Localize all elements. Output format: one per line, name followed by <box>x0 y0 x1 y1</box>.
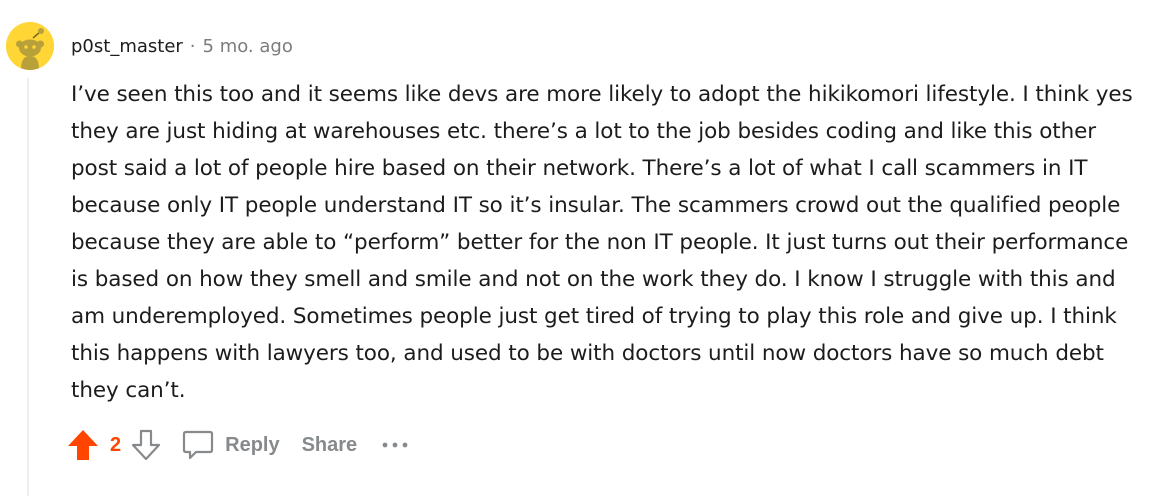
snoo-avatar-icon <box>6 22 54 70</box>
share-button[interactable]: Share <box>302 434 358 457</box>
comment-meta: p0st_master · 5 mo. ago <box>71 34 293 58</box>
reply-button[interactable]: Reply <box>181 428 280 462</box>
downvote-arrow-icon <box>132 429 161 461</box>
share-label: Share <box>301 433 358 456</box>
thread-line[interactable] <box>27 78 29 496</box>
comment-author[interactable]: p0st_master <box>71 35 183 57</box>
reply-label: Reply <box>225 433 280 456</box>
downvote-button[interactable] <box>129 428 163 462</box>
upvote-button[interactable] <box>66 428 100 462</box>
comment-actions: 2 Reply Share <box>66 425 409 465</box>
speech-bubble-icon <box>183 430 214 460</box>
upvote-arrow-icon <box>68 430 98 460</box>
comment-body: I’ve seen this too and it seems like dev… <box>71 82 1133 403</box>
comment-timestamp[interactable]: 5 mo. ago <box>202 35 293 57</box>
ellipsis-icon <box>382 442 408 448</box>
vote-count: 2 <box>110 433 122 456</box>
more-options-button[interactable] <box>381 440 409 450</box>
user-avatar[interactable] <box>6 22 54 70</box>
meta-separator: · <box>189 35 196 57</box>
